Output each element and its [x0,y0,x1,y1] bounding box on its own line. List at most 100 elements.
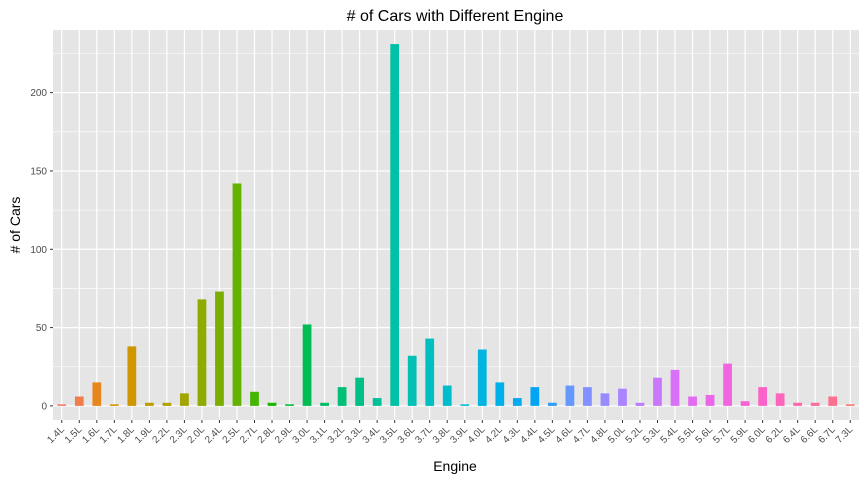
x-tick-label: 3.1L [308,424,330,446]
x-tick-label: 1.5L [63,424,85,446]
x-tick-label: 1.9L [133,424,155,446]
x-tick-label: 2.0L [186,424,208,446]
y-axis-title: # of Cars [7,197,23,254]
x-tick-label: 6.2L [764,424,786,446]
bar-2.0L [197,299,207,406]
x-tick-label: 4.8L [589,424,611,446]
bar-3.9L [460,404,470,406]
bar-4.0L [477,349,487,406]
x-tick-label: 3.7L [413,424,435,446]
bar-3.2L [337,387,347,406]
bar-5.0L [618,388,627,406]
bar-2.5L [232,183,242,406]
bar-1.7L [109,404,119,406]
bar-5.3L [653,377,662,406]
bar-6.7L [828,396,838,406]
bar-3.3L [355,377,365,406]
x-tick-label: 2.2L [150,424,172,446]
x-tick-label: 5.3L [641,424,663,446]
bar-4.2L [495,382,505,406]
x-tick-label: 1.4L [45,424,67,446]
x-tick-label: 4.2L [483,424,505,446]
bar-4.6L [565,385,575,406]
bar-6.0L [758,387,768,406]
bar-3.5L [390,44,400,406]
bar-3.4L [372,398,382,406]
bar-5.6L [705,394,715,406]
x-tick-label: 4.3L [501,424,523,446]
x-tick-label: 3.9L [448,424,470,446]
x-tick-label: 1.6L [80,424,102,446]
x-tick-label: 3.4L [361,424,383,446]
bar-4.8L [600,393,610,406]
x-axis-title: Engine [433,458,477,474]
bar-5.5L [688,396,697,406]
bar-1.9L [144,402,154,406]
bar-5.9L [740,401,750,406]
x-tick-label: 2.4L [203,424,225,446]
bar-2.2L [162,402,172,406]
bar-4.7L [583,387,592,406]
x-tick-label: 3.8L [431,424,453,446]
x-tick-label: 6.6L [799,424,821,446]
x-tick-label: 3.2L [326,424,348,446]
x-tick-label: 4.6L [553,424,575,446]
x-tick-label: 4.5L [536,424,558,446]
x-tick-label: 6.4L [781,424,803,446]
x-tick-label: 4.7L [571,424,593,446]
x-tick-label: 4.0L [466,424,488,446]
bar-6.2L [775,393,785,406]
bar-3.1L [320,402,329,406]
x-tick-label: 7.3L [834,424,856,446]
x-tick-label: 2.9L [273,424,295,446]
bar-3.6L [407,355,417,406]
bar-5.4L [670,369,680,406]
x-axis: 1.4L1.5L1.6L1.7L1.8L1.9L2.2L2.3L2.0L2.4L… [45,420,856,446]
bar-4.4L [530,387,540,406]
x-tick-label: 1.8L [115,424,137,446]
bar-3.0L [302,324,312,406]
x-tick-label: 5.0L [606,424,628,446]
x-tick-label: 2.5L [221,424,243,446]
y-tick-label: 50 [36,323,48,334]
bar-1.4L [57,404,67,406]
y-tick-label: 200 [30,88,47,99]
bar-1.8L [127,346,137,406]
x-tick-label: 3.6L [396,424,418,446]
x-tick-label: 6.0L [746,424,768,446]
x-tick-label: 1.7L [98,424,120,446]
y-tick-label: 100 [30,245,47,256]
x-tick-label: 4.4L [518,424,540,446]
bar-3.7L [425,338,435,406]
bar-2.9L [285,404,294,406]
x-tick-label: 2.7L [238,424,260,446]
bar-5.7L [723,363,732,406]
y-tick-label: 150 [30,166,47,177]
x-tick-label: 6.7L [816,424,838,446]
bar-6.4L [793,402,803,406]
plot-panel [53,30,859,420]
bar-6.6L [810,402,820,406]
y-axis: 0 50 100 150 200 [30,88,53,412]
bars [57,44,855,406]
bar-2.3L [180,393,189,406]
x-tick-label: 2.8L [256,424,278,446]
bar-4.5L [547,402,557,406]
y-tick-label: 0 [41,401,47,412]
x-tick-label: 5.7L [711,424,733,446]
bar-2.7L [250,391,259,406]
bar-5.2L [635,402,645,406]
x-tick-label: 3.5L [378,424,400,446]
chart-title: # of Cars with Different Engine [347,8,564,25]
bar-4.3L [512,398,522,406]
x-tick-label: 5.6L [694,424,716,446]
x-tick-label: 5.4L [659,424,681,446]
x-tick-label: 5.9L [729,424,751,446]
bar-1.5L [74,396,84,406]
bar-7.3L [845,404,855,406]
bar-3.8L [442,385,452,406]
x-tick-label: 5.2L [624,424,646,446]
bar-2.8L [267,402,277,406]
x-tick-label: 5.5L [676,424,698,446]
